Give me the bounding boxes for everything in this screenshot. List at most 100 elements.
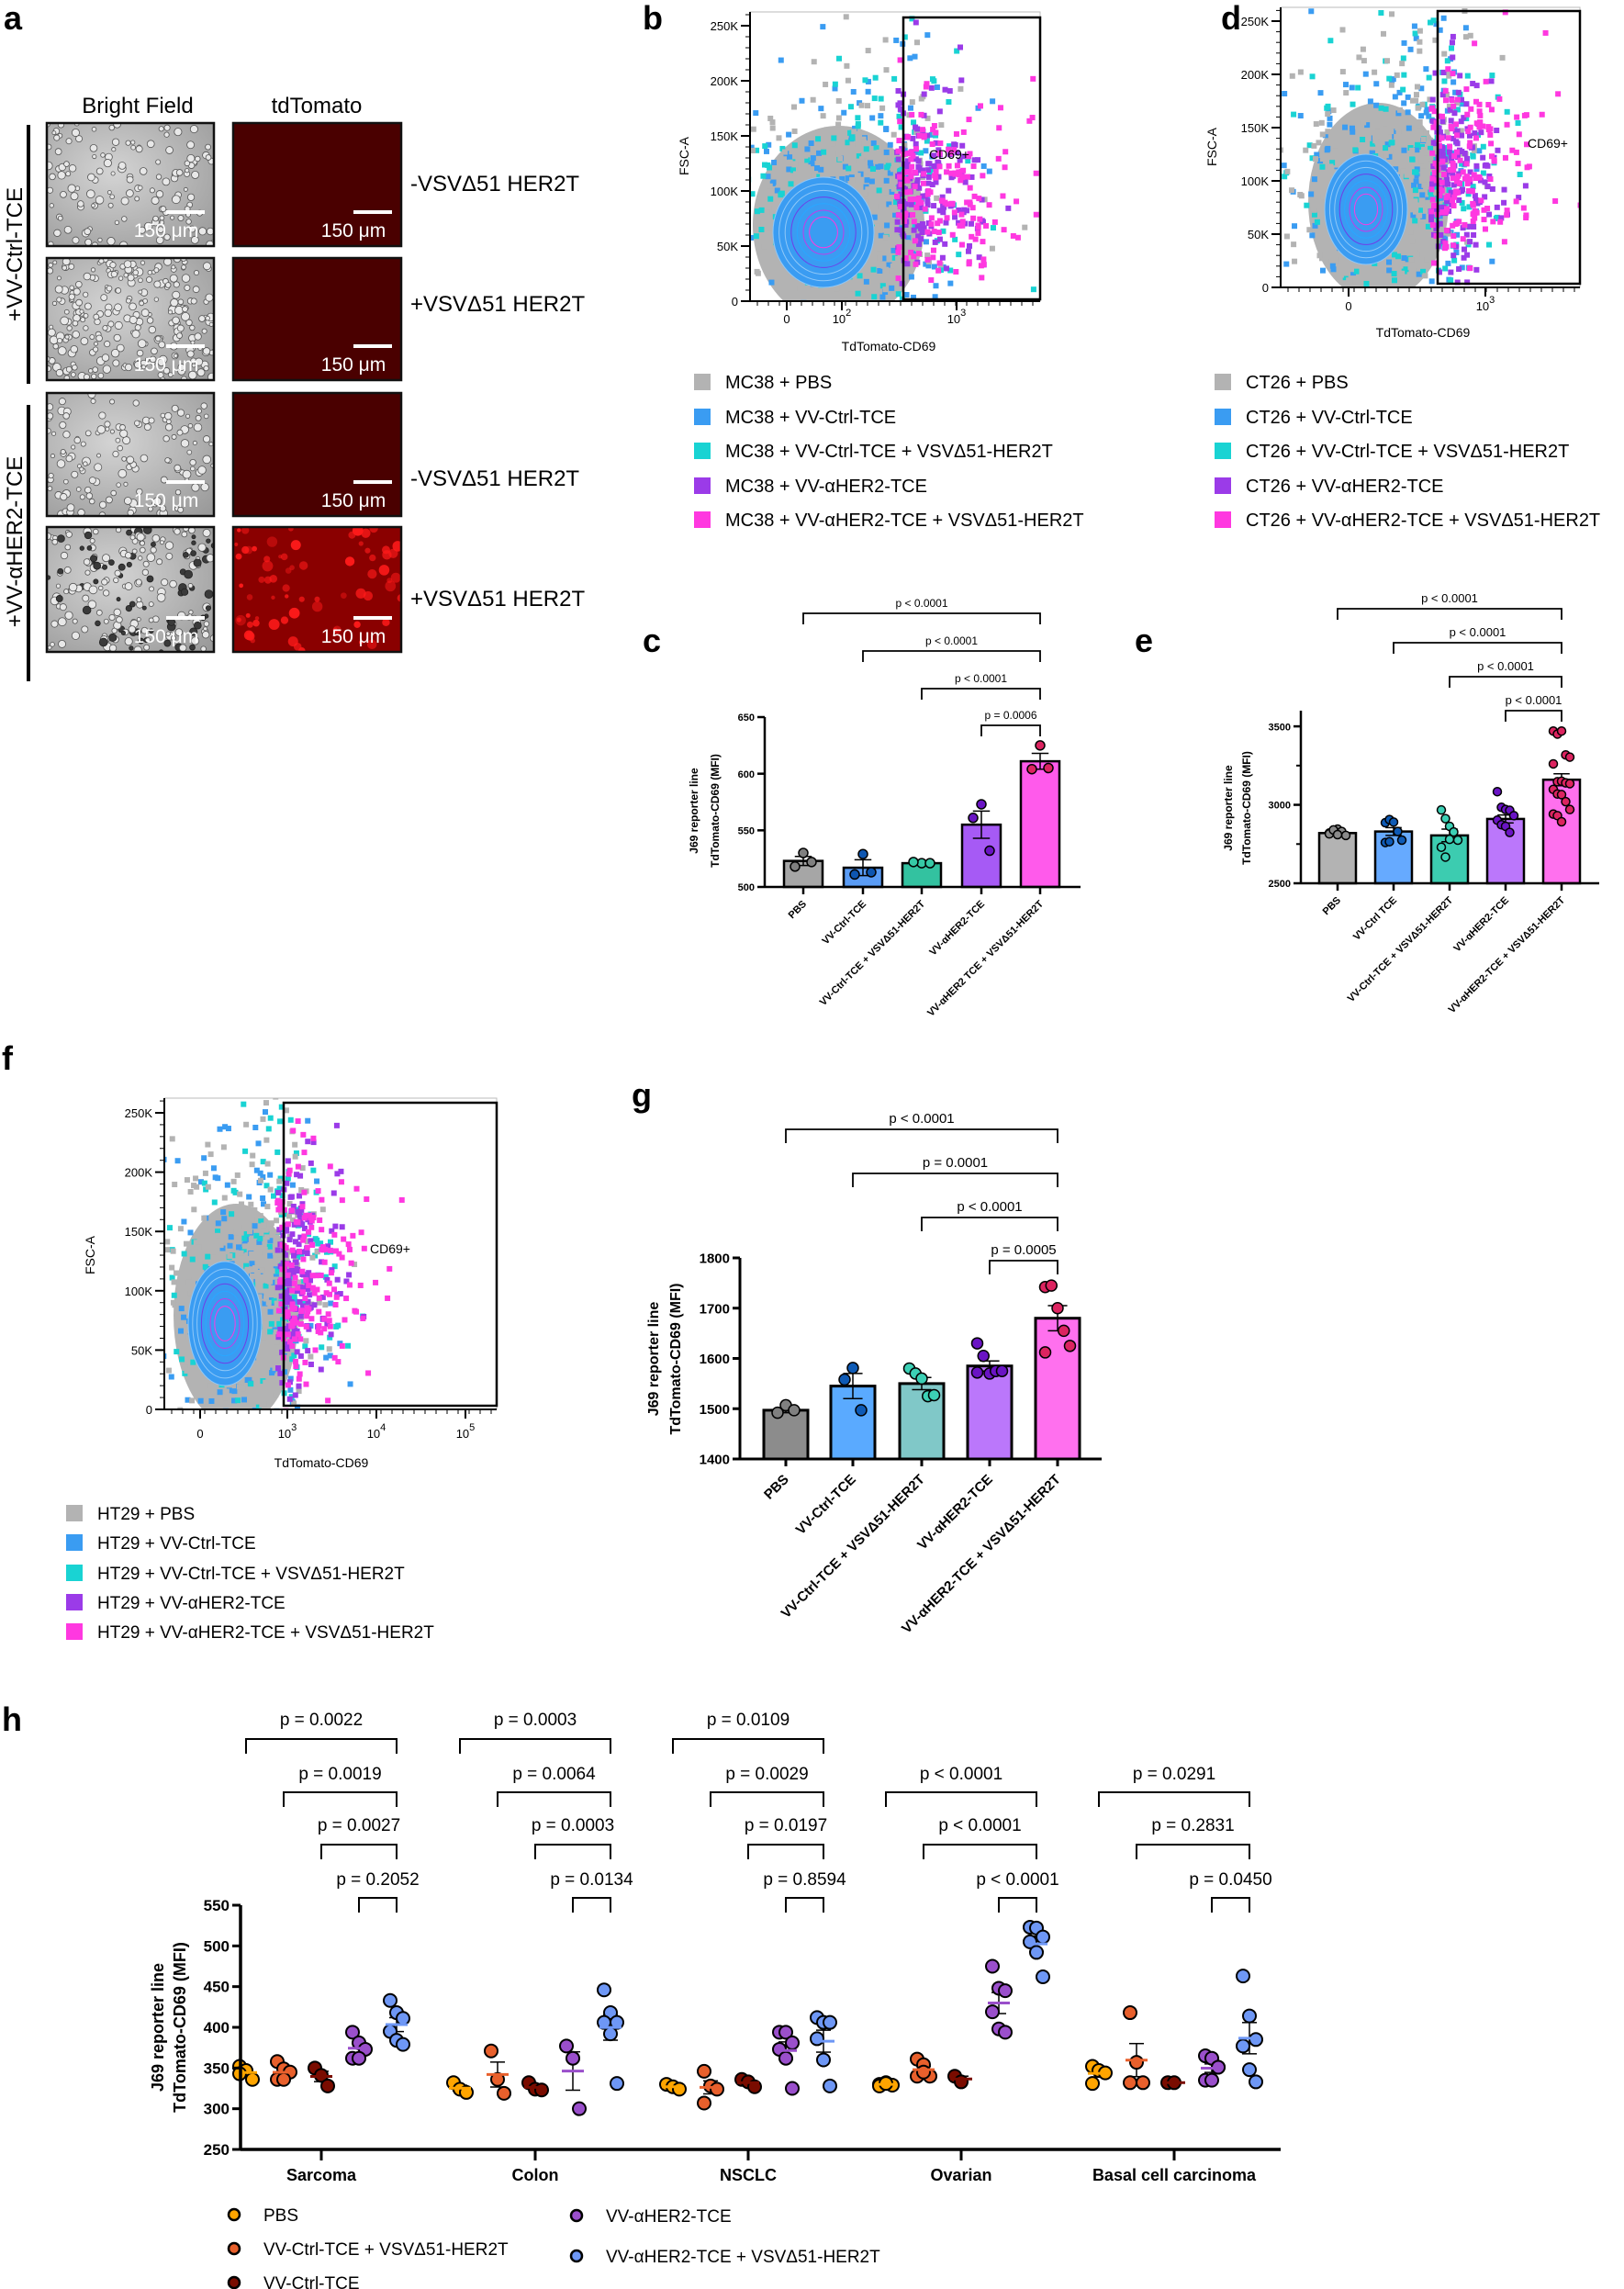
event-dot xyxy=(1388,82,1394,88)
legend-swatch xyxy=(694,511,711,528)
event-dot xyxy=(1383,152,1389,159)
event-dot xyxy=(770,179,777,185)
event-dot xyxy=(1509,147,1516,153)
event-dot xyxy=(766,324,771,330)
event-dot xyxy=(1423,66,1429,73)
event-dot xyxy=(1403,266,1409,273)
event-dot xyxy=(282,1251,288,1258)
event-dot xyxy=(291,1294,297,1300)
data-point xyxy=(710,2081,724,2097)
event-dot xyxy=(1342,280,1349,286)
event-dot xyxy=(303,1212,309,1218)
cell xyxy=(158,341,166,349)
cell xyxy=(165,552,174,560)
contour-line xyxy=(196,1275,253,1372)
event-dot xyxy=(786,166,792,173)
fluorescent-cell xyxy=(390,572,401,583)
event-dot xyxy=(887,157,893,163)
event-dot xyxy=(883,266,890,273)
event-dot xyxy=(871,294,878,300)
event-dot xyxy=(1454,154,1461,161)
event-dot xyxy=(737,202,743,208)
cell xyxy=(195,155,201,163)
data-point xyxy=(566,2050,580,2066)
event-dot xyxy=(864,168,870,174)
significance-bracket xyxy=(358,1897,398,1913)
image-background xyxy=(233,527,401,652)
cell xyxy=(82,594,90,602)
cell xyxy=(140,546,146,554)
data-point xyxy=(1556,790,1567,800)
event-dot xyxy=(1401,388,1406,394)
event-dot xyxy=(306,1212,312,1218)
cell xyxy=(146,276,152,284)
event-dot xyxy=(285,1382,291,1388)
event-dot xyxy=(905,134,912,140)
data-point xyxy=(1564,752,1575,762)
event-dot xyxy=(1450,135,1457,141)
event-dot xyxy=(1410,97,1417,104)
fluorescent-cell xyxy=(280,553,288,561)
cell xyxy=(51,431,57,436)
event-dot xyxy=(958,85,964,92)
event-dot xyxy=(339,1254,345,1261)
event-dot xyxy=(1489,73,1495,79)
event-dot xyxy=(323,1290,330,1296)
cell xyxy=(89,334,95,340)
cell xyxy=(176,429,184,436)
event-dot xyxy=(1463,231,1470,238)
event-dot xyxy=(289,1301,296,1307)
cell xyxy=(51,130,57,136)
event-dot xyxy=(975,230,981,236)
event-dot xyxy=(215,1220,221,1227)
fluorescent-cell xyxy=(234,542,239,547)
event-dot xyxy=(1423,153,1429,160)
event-dot xyxy=(184,1368,190,1375)
event-dot xyxy=(878,113,884,119)
event-dot xyxy=(285,1175,291,1182)
data-point xyxy=(1452,835,1463,846)
event-dot xyxy=(1438,231,1444,238)
event-dot xyxy=(297,1234,304,1240)
cell xyxy=(56,275,62,281)
p-value-label: p = 0.2052 xyxy=(336,1870,419,1890)
event-dot xyxy=(205,1253,211,1260)
data-point xyxy=(1561,796,1571,807)
event-dot xyxy=(823,356,828,362)
event-dot xyxy=(276,1251,283,1258)
event-dot xyxy=(1454,178,1461,185)
event-dot xyxy=(95,1296,100,1301)
event-dot xyxy=(1429,96,1436,103)
event-dot xyxy=(1322,132,1328,139)
event-dot xyxy=(236,1384,242,1390)
event-dot xyxy=(1352,147,1359,153)
event-dot xyxy=(1482,163,1488,169)
event-dot xyxy=(277,1326,284,1332)
cell xyxy=(72,365,78,371)
event-dot xyxy=(1314,219,1320,225)
cell xyxy=(75,298,83,307)
event-dot xyxy=(739,257,745,263)
cell xyxy=(108,644,118,652)
event-dot xyxy=(343,1296,350,1302)
event-dot xyxy=(1470,211,1476,218)
data-point xyxy=(785,2081,800,2096)
cell xyxy=(155,174,162,180)
data-point xyxy=(790,861,801,872)
event-dot xyxy=(884,367,890,373)
event-dot xyxy=(810,96,816,103)
event-dot xyxy=(1466,204,1473,210)
event-dot xyxy=(196,1244,202,1251)
event-dot xyxy=(267,1278,274,1285)
event-dot xyxy=(898,204,904,210)
event-dot xyxy=(277,1175,284,1182)
event-dot xyxy=(1490,219,1496,225)
event-dot xyxy=(1465,191,1472,197)
event-dot xyxy=(1412,198,1418,205)
event-dot xyxy=(327,1352,333,1359)
cell xyxy=(102,564,108,570)
event-dot xyxy=(897,118,903,125)
event-dot xyxy=(322,1274,329,1280)
